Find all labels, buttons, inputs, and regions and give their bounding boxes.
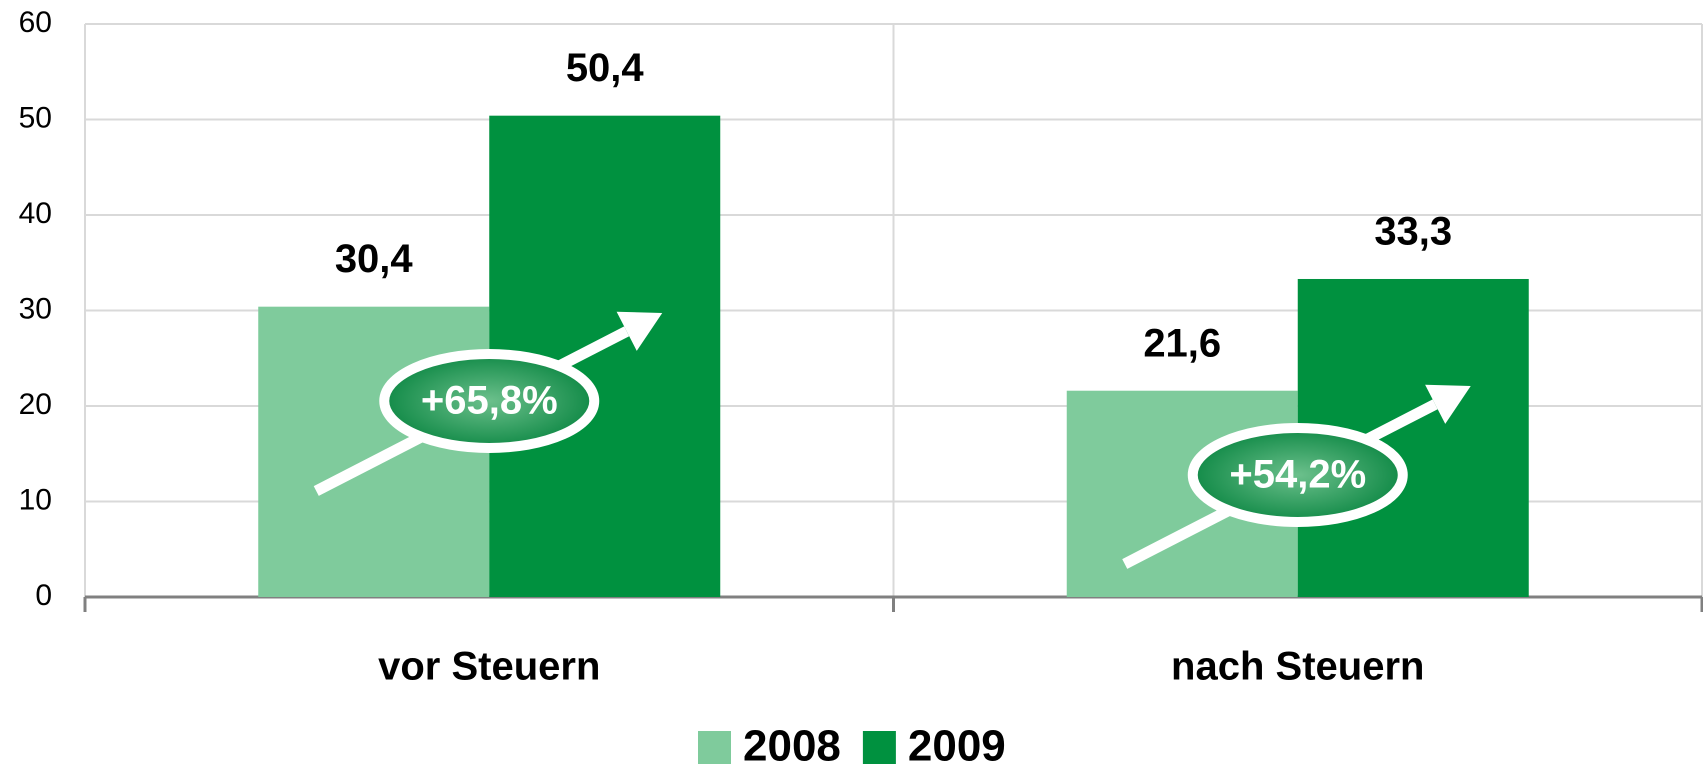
- bar: [258, 306, 490, 597]
- annotation: +54,2%: [1229, 453, 1366, 497]
- annotation: +65,8%: [421, 379, 558, 423]
- legend-swatch: [862, 731, 896, 764]
- y-tick-label: 20: [19, 388, 52, 421]
- y-tick-label: 10: [19, 483, 52, 516]
- annotation-bubble: [379, 349, 600, 453]
- legend-label: 2008: [743, 722, 841, 771]
- y-tick-label: 40: [19, 197, 52, 230]
- x-tick-label: vor Steuern: [378, 645, 600, 689]
- data-label: 30,4: [335, 237, 414, 281]
- data-label: 21,6: [1143, 321, 1221, 365]
- y-tick-label: 0: [35, 579, 52, 612]
- legend-label: 2009: [908, 722, 1006, 771]
- y-tick-label: 50: [19, 101, 52, 134]
- data-label: 50,4: [566, 46, 645, 90]
- annotation-bubble: [1187, 423, 1408, 527]
- y-tick-label: 60: [19, 6, 52, 39]
- arrow-head: [616, 311, 663, 351]
- x-tick-label: nach Steuern: [1171, 645, 1424, 689]
- legend-swatch: [698, 731, 731, 764]
- data-label: 33,3: [1374, 210, 1452, 254]
- y-tick-label: 30: [19, 292, 52, 325]
- arrow-head: [1425, 384, 1471, 424]
